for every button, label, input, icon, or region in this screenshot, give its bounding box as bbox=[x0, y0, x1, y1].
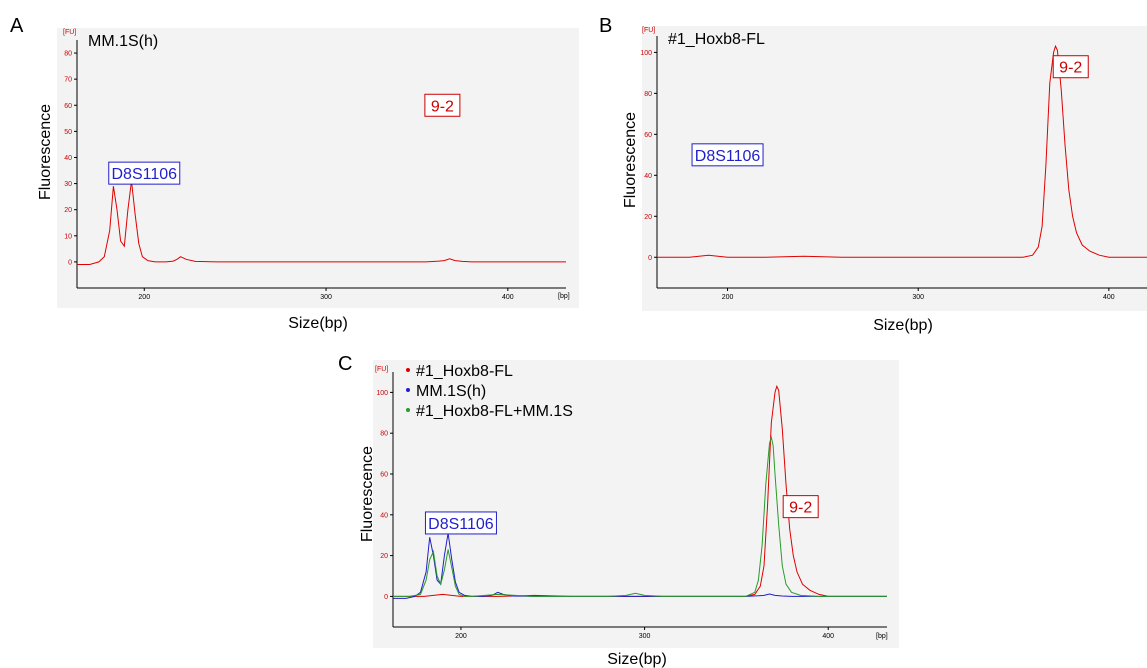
x-tick-label-b-400: 400 bbox=[1103, 294, 1115, 301]
annotation-label-a-2: 9-2 bbox=[431, 98, 454, 115]
x-ticks-b: 200 300 400 bbox=[722, 288, 1115, 301]
y-tick-label-b-20: 20 bbox=[644, 214, 652, 221]
trace-a-series-1 bbox=[77, 180, 566, 265]
y-tick-label-a-10: 10 bbox=[64, 233, 72, 240]
annotation-label-a-1: D8S1106 bbox=[111, 166, 177, 183]
y-ticks-b: 0 20 40 60 80 100 bbox=[640, 50, 657, 262]
x-tick-label-b-200: 200 bbox=[722, 294, 734, 301]
y-tick-label-c-0: 0 bbox=[384, 594, 388, 601]
panel-letter-a: A bbox=[10, 15, 24, 37]
panel-b: B 0 20 40 60 80 100 200 300 400 [FU] #1_Hoxb8-F… bbox=[599, 15, 1147, 334]
annotation-label-b-2: 9-2 bbox=[1059, 60, 1082, 77]
x-ticks-c: 200 300 400 bbox=[455, 627, 834, 640]
annotation-label-c-1: D8S1106 bbox=[428, 516, 494, 533]
legend-marker-1 bbox=[406, 368, 410, 372]
y-tick-label-a-30: 30 bbox=[64, 181, 72, 188]
x-tick-label-b-300: 300 bbox=[912, 294, 924, 301]
annotation-label-b-1: D8S1106 bbox=[695, 148, 761, 165]
y-tick-label-c-60: 60 bbox=[380, 472, 388, 479]
y-unit-a: [FU] bbox=[63, 29, 76, 36]
annotation-box-c-1 bbox=[424, 511, 497, 535]
x-tick-label-c-200: 200 bbox=[455, 633, 467, 640]
y-tick-label-a-0: 0 bbox=[68, 259, 72, 266]
y-unit-c: [FU] bbox=[375, 366, 388, 373]
x-tick-label-a-400: 400 bbox=[502, 294, 514, 301]
y-axis-label-c: Fluorescence bbox=[359, 446, 376, 542]
y-tick-label-c-40: 40 bbox=[380, 512, 388, 519]
panel-c: C 0 20 40 60 80 100 200 300 400 [FU] [bp] #1_Ho… bbox=[338, 353, 899, 668]
annotation-box-c-2 bbox=[782, 495, 819, 519]
y-tick-label-c-100: 100 bbox=[376, 390, 388, 397]
trace-c-series-3 bbox=[393, 435, 887, 597]
y-tick-label-b-0: 0 bbox=[648, 255, 652, 262]
annotations-a: D8S1106 9-2 bbox=[108, 93, 461, 185]
trace-c-series-1 bbox=[393, 384, 887, 597]
legend-label-3: #1_Hoxb8-FL+MM.1S bbox=[416, 403, 573, 420]
y-tick-label-a-40: 40 bbox=[64, 155, 72, 162]
y-ticks-a: 0 10 20 30 40 50 60 70 80 bbox=[64, 51, 77, 266]
y-tick-label-a-80: 80 bbox=[64, 51, 72, 58]
x-unit-a: [bp] bbox=[558, 293, 570, 300]
y-axis-label-a: Fluorescence bbox=[37, 104, 54, 200]
y-tick-label-b-80: 80 bbox=[644, 91, 652, 98]
legend-marker-3 bbox=[406, 408, 410, 412]
x-axis-label-b: Size(bp) bbox=[873, 317, 933, 334]
panel-letter-c: C bbox=[338, 353, 352, 375]
y-axis-label-b: Fluorescence bbox=[622, 112, 639, 208]
sample-title-b: #1_Hoxb8-FL bbox=[668, 31, 765, 48]
y-tick-label-b-60: 60 bbox=[644, 132, 652, 139]
x-tick-label-c-300: 300 bbox=[639, 633, 651, 640]
annotations-c: D8S1106 9-2 bbox=[424, 495, 819, 535]
y-tick-label-a-60: 60 bbox=[64, 103, 72, 110]
y-tick-label-c-20: 20 bbox=[380, 553, 388, 560]
y-tick-label-a-20: 20 bbox=[64, 207, 72, 214]
legend-label-2: MM.1S(h) bbox=[416, 383, 486, 400]
annotation-box-b-1 bbox=[691, 143, 764, 167]
y-tick-label-a-70: 70 bbox=[64, 77, 72, 84]
panel-letter-b: B bbox=[599, 15, 612, 37]
x-tick-label-c-400: 400 bbox=[822, 633, 834, 640]
y-tick-label-c-80: 80 bbox=[380, 431, 388, 438]
x-tick-label-a-200: 200 bbox=[138, 294, 150, 301]
x-axis-label-a: Size(bp) bbox=[288, 315, 348, 332]
legend-label-1: #1_Hoxb8-FL bbox=[416, 363, 513, 380]
annotation-box-a-1 bbox=[108, 161, 181, 185]
annotation-box-b-2 bbox=[1052, 55, 1089, 79]
x-tick-label-a-300: 300 bbox=[320, 294, 332, 301]
sample-title-a: MM.1S(h) bbox=[88, 33, 158, 50]
y-tick-label-b-40: 40 bbox=[644, 173, 652, 180]
x-unit-c: [bp] bbox=[876, 633, 888, 640]
trace-c-series-2 bbox=[393, 533, 887, 599]
x-ticks-a: 200 300 400 bbox=[138, 288, 514, 301]
annotations-b: D8S1106 9-2 bbox=[691, 55, 1089, 167]
y-tick-label-a-50: 50 bbox=[64, 129, 72, 136]
y-ticks-c: 0 20 40 60 80 100 bbox=[376, 390, 393, 601]
x-axis-label-c: Size(bp) bbox=[607, 651, 667, 668]
annotation-box-a-2 bbox=[424, 93, 461, 117]
annotation-label-c-2: 9-2 bbox=[789, 500, 812, 517]
trace-b-series-1 bbox=[657, 44, 1147, 258]
y-tick-label-b-100: 100 bbox=[640, 50, 652, 57]
legend-marker-2 bbox=[406, 388, 410, 392]
y-unit-b: [FU] bbox=[642, 27, 655, 34]
legend-c: #1_Hoxb8-FL MM.1S(h) #1_Hoxb8-FL+MM.1S bbox=[406, 363, 573, 420]
